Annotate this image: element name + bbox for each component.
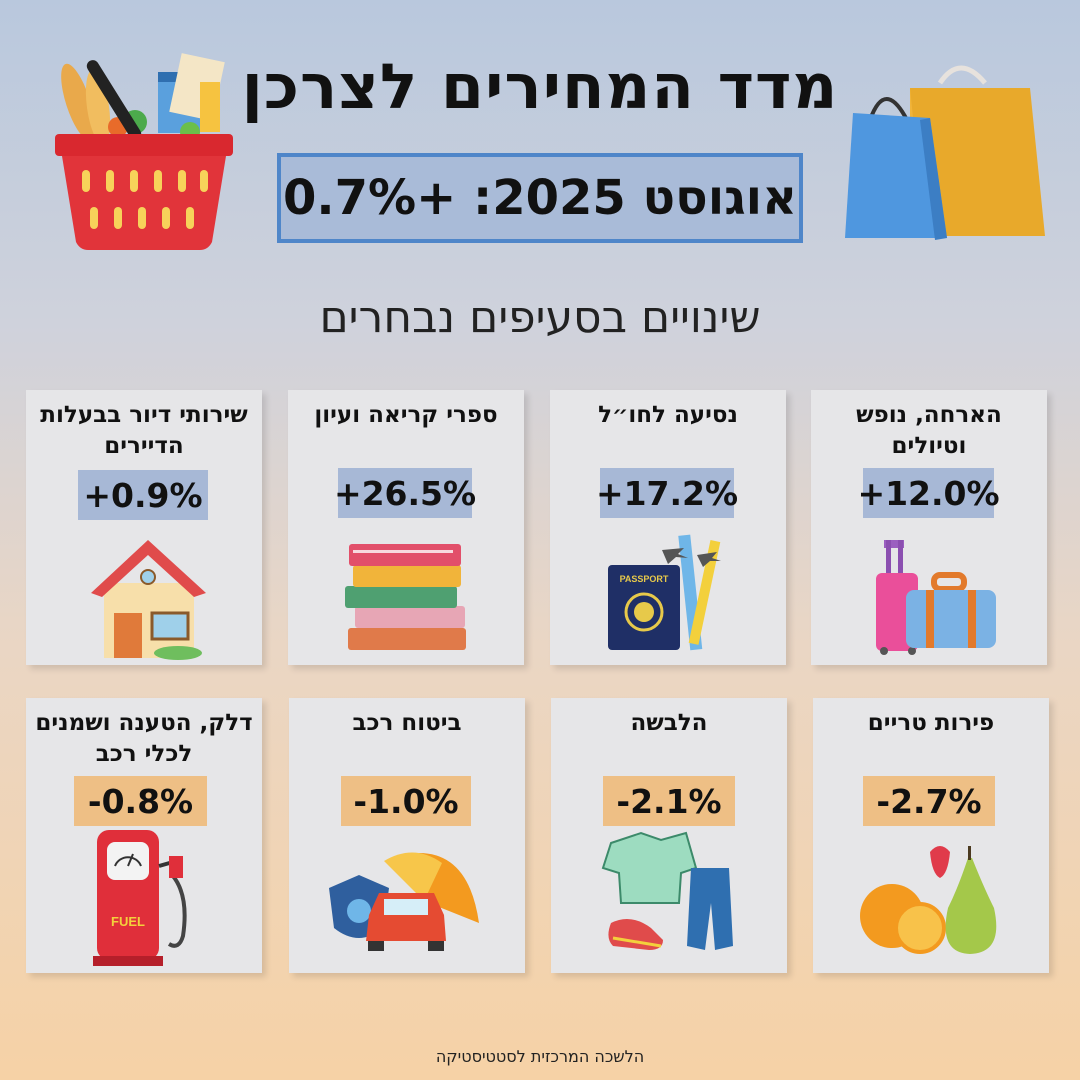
card-owner-housing: שירותי דיור בבעלות הדיירים +0.9% (26, 390, 262, 665)
card-title: נסיעה לחו״ל (598, 402, 738, 428)
card-fresh-fruit: פירות טריים -2.7% (813, 698, 1049, 973)
change-badge: -0.8% (74, 776, 207, 826)
change-badge: +17.2% (596, 468, 738, 518)
change-badge: +0.9% (78, 470, 208, 520)
fuel-label: FUEL (111, 914, 145, 929)
card-title: שירותי דיור בבעלות הדיירים (40, 402, 248, 460)
passport-icon: PASSPORT (608, 534, 721, 651)
subtitle: שינויים בסעיפים נבחרים (319, 292, 761, 343)
change-badge: -2.7% (863, 776, 995, 826)
card-title: ביטוח רכב (352, 710, 462, 736)
card-fuel: דלק, הטענה ושמנים לכלי רכב -0.8% FUEL (26, 698, 262, 973)
shopping-bags-icon (845, 65, 1045, 240)
car-insurance-icon (329, 852, 479, 951)
passport-label: PASSPORT (620, 574, 669, 584)
fuel-pump-icon: FUEL (93, 830, 187, 966)
card-title: דלק, הטענה ושמנים לכלי רכב (35, 710, 253, 768)
card-reading-books: ספרי קריאה ועיון +26.5% (288, 390, 524, 665)
headline-box: אוגוסט 2025: +0.7% (277, 153, 803, 243)
source-footer: הלשכה המרכזית לסטטיסטיקה (435, 1047, 645, 1066)
change-badge: -2.1% (603, 776, 735, 826)
change-badge: +26.5% (334, 468, 476, 518)
fruit-icon (860, 846, 997, 954)
change-badge: -1.0% (341, 776, 471, 826)
card-car-insurance: ביטוח רכב -1.0% (289, 698, 525, 973)
shopping-basket-icon (55, 53, 233, 250)
card-title: הלבשה (630, 710, 708, 736)
card-title: הארחה, נופש וטיולים (856, 402, 1002, 460)
card-title: פירות טריים (867, 710, 995, 736)
page-title: מדד המחירים לצרכן (241, 50, 839, 123)
card-clothing: הלבשה -2.1% (551, 698, 787, 973)
card-travel-abroad: נסיעה לחו״ל +17.2% PASSPORT (550, 390, 786, 665)
change-badge: +12.0% (857, 468, 1000, 518)
luggage-icon (876, 540, 996, 655)
clothing-icon (601, 831, 733, 950)
card-hospitality: הארחה, נופש וטיולים +12.0% (811, 390, 1047, 665)
card-title: ספרי קריאה ועיון (314, 402, 498, 428)
books-icon (345, 544, 466, 650)
house-icon (91, 540, 206, 660)
headline-text: אוגוסט 2025: +0.7% (282, 170, 798, 226)
